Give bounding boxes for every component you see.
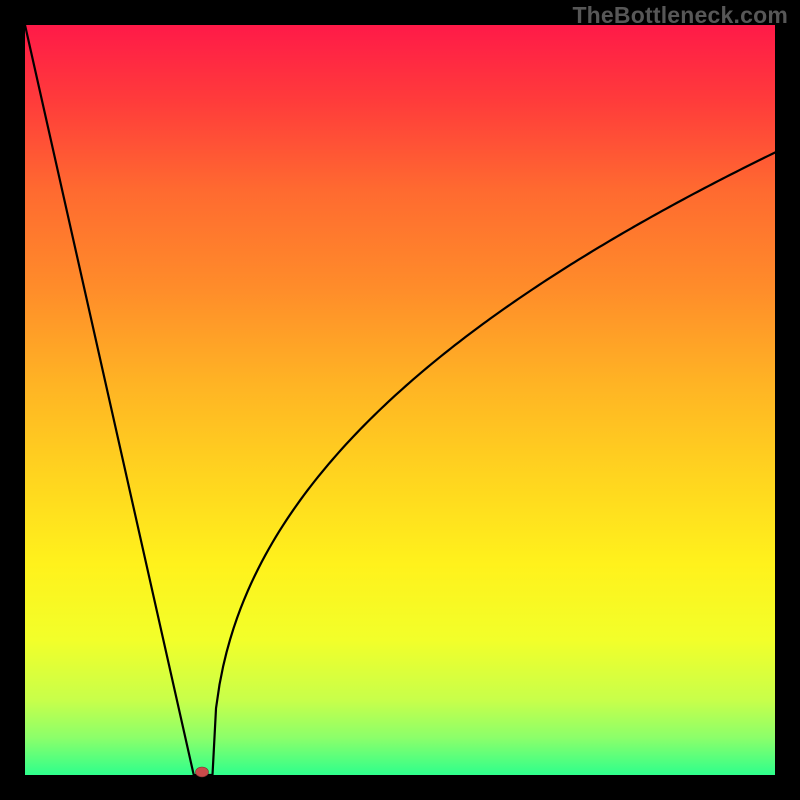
bottleneck-chart (0, 0, 800, 800)
gradient-background (25, 25, 775, 775)
optimum-marker (196, 767, 209, 777)
watermark-text: TheBottleneck.com (572, 2, 788, 29)
